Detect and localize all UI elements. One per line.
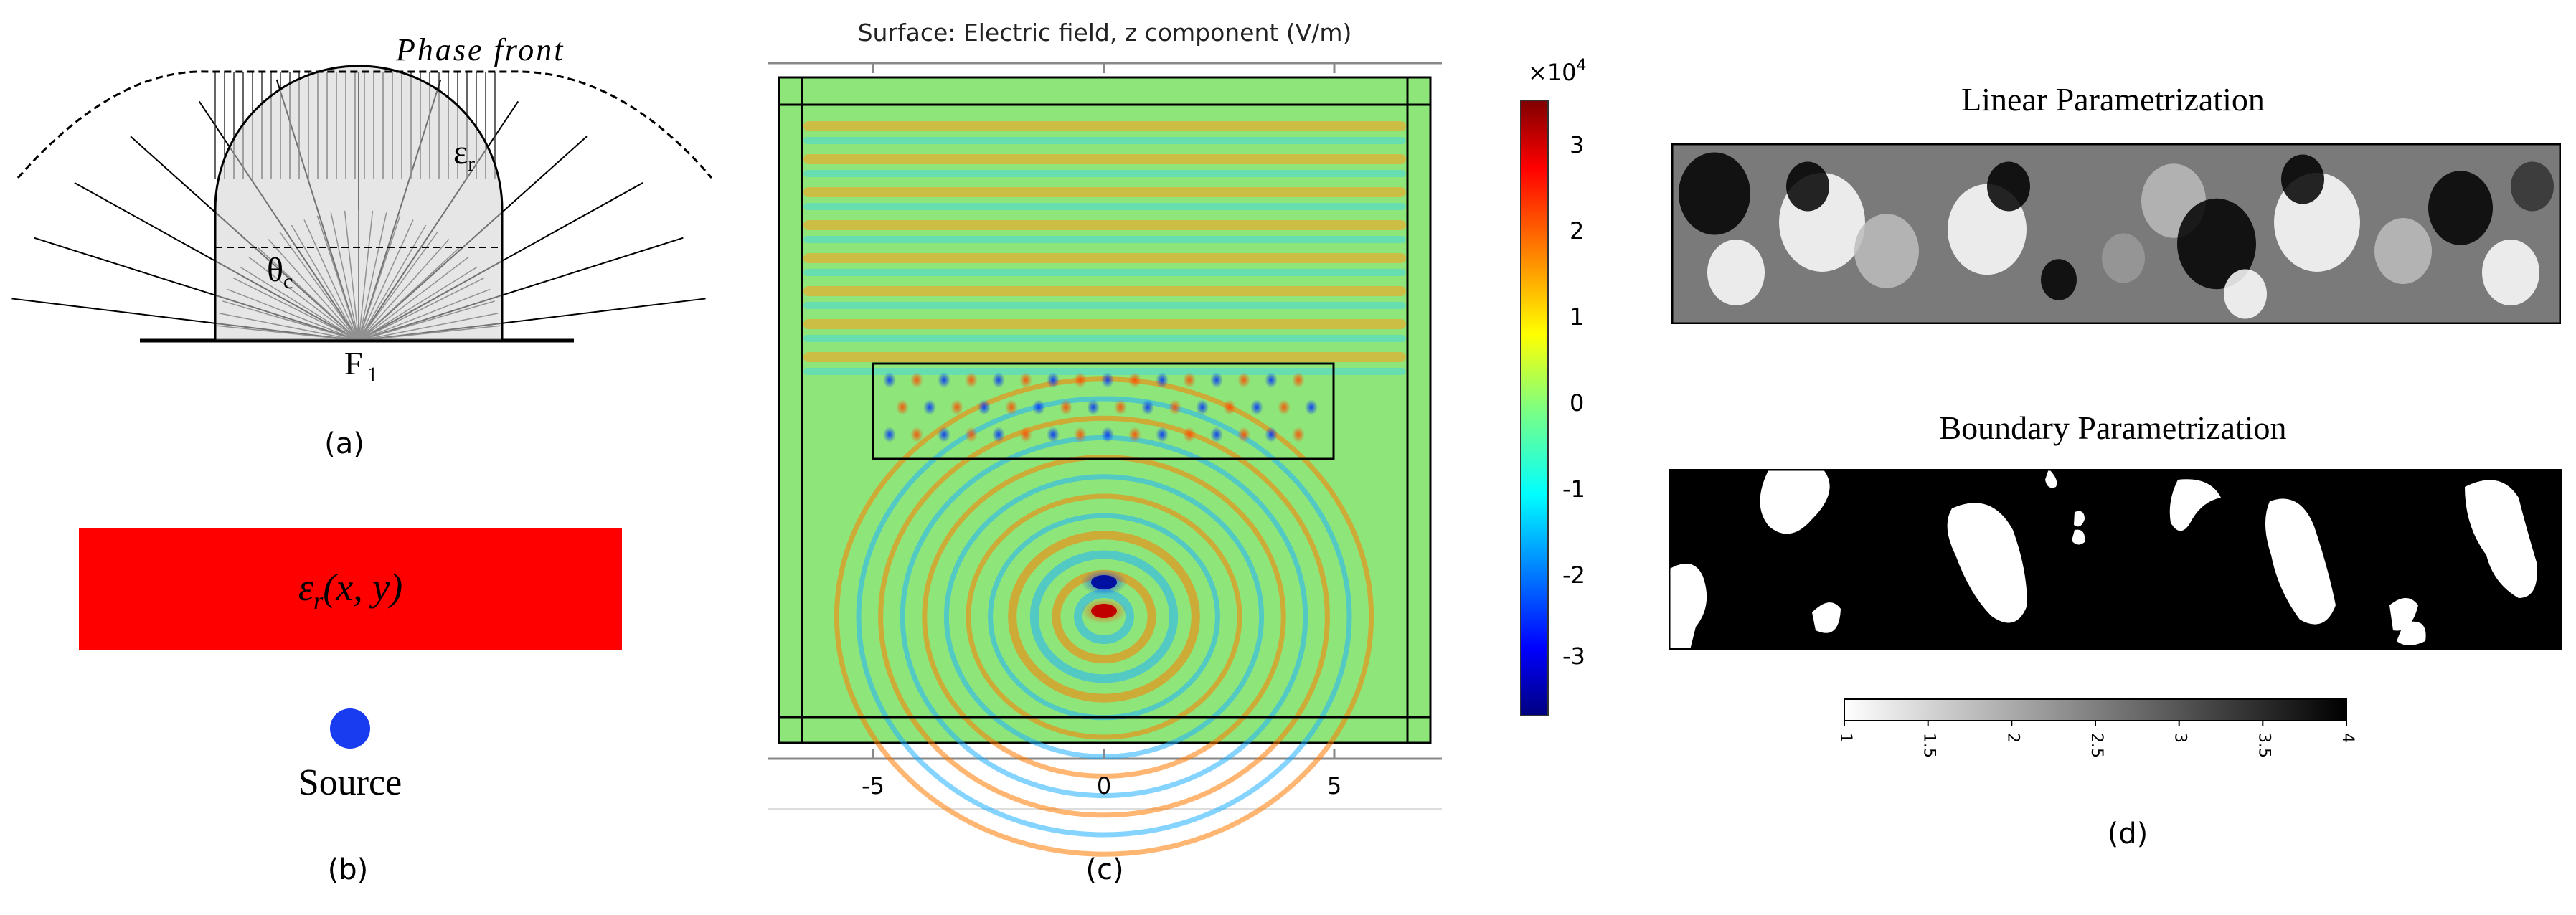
colorbar-tick: 0 [1570,389,1584,417]
grey-tick: 3.5 [2255,733,2273,758]
scatterer-region [872,362,1335,460]
panel-b: εr(x, y) Source (b) [0,502,717,915]
boundary-map [1669,469,2562,650]
source-label: Source [298,762,402,803]
theta-label: θc [267,251,293,293]
colorbar-ticks: 3 2 1 0 -1 -2 -3 [1562,131,1585,670]
caption-a: (a) [324,427,364,460]
grey-tick: 1 [1841,733,1854,743]
linear-title: Linear Parametrization [1961,81,2265,118]
phase-front-arc [16,70,713,179]
panel-c: Surface: Electric field, z component (V/… [753,0,1600,915]
caption-b: (b) [327,853,369,886]
plane-wave-stripes [803,121,1406,375]
grey-tick: 1.5 [1920,733,1938,758]
grey-tick: 4 [2339,733,2356,743]
x-tick-label: 0 [1097,772,1111,800]
boundary-title: Boundary Parametrization [1939,409,2287,446]
caption-c: (c) [1085,853,1124,886]
colorbar [1520,100,1549,716]
colorbar-tick: 3 [1570,131,1584,158]
material-block [79,528,622,650]
panel-d: Linear Parametrization Boundary Parametr… [1650,0,2576,915]
material-label: εr(x, y) [298,566,403,615]
colorbar-tick: -3 [1562,643,1585,670]
phase-front-label: Phase front [395,32,565,67]
source-dot [330,708,370,749]
linear-map [1671,143,2561,324]
field-plot: -5 0 5 ×104 3 2 1 0 -1 -2 -3 [768,57,1587,857]
caption-d: (d) [2107,817,2148,850]
grey-tick: 2.5 [2087,733,2105,758]
colorbar-tick: 1 [1570,303,1584,331]
x-tick-label: 5 [1327,772,1341,800]
lens-hemisphere [214,65,504,342]
colorbar-tick: -1 [1562,475,1585,503]
scatterer-interference [883,372,1318,442]
x-tick-label: -5 [862,772,884,800]
plot-title: Surface: Electric field, z component (V/… [857,19,1352,47]
grey-tick: 2 [2004,733,2021,743]
epsilon-label: εr [453,133,475,176]
grey-tick: 3 [2171,733,2189,743]
x-axis: -5 0 5 [862,63,1341,800]
colorbar-exponent: ×104 [1528,57,1587,86]
colorbar-tick: 2 [1570,217,1584,245]
greyscale-colorbar: 1 1.5 2 2.5 3 3.5 4 [1841,698,2356,758]
colorbar-tick: -2 [1562,561,1585,589]
